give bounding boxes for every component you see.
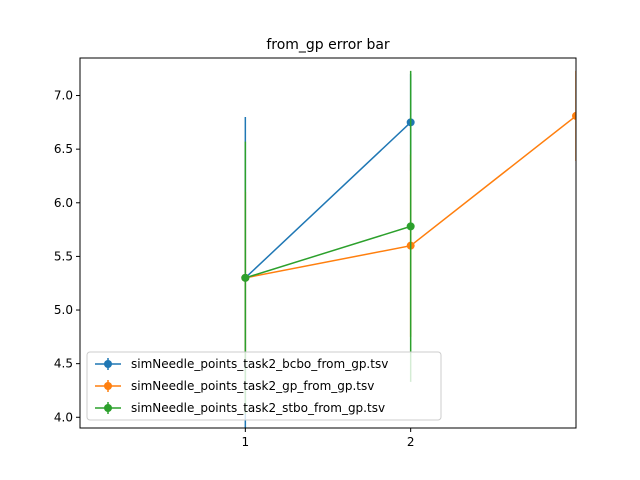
x-tick-label: 2	[407, 435, 415, 449]
data-point	[572, 111, 576, 120]
legend-item-3: simNeedle_points_task2_stbo_from_gp.tsv	[95, 401, 385, 415]
series-line	[245, 225, 411, 279]
y-tick-label: 7.0	[54, 89, 73, 103]
data-point	[241, 273, 250, 282]
legend-item-1: simNeedle_points_task2_bcbo_from_gp.tsv	[95, 357, 388, 371]
y-tick-label: 4.5	[54, 357, 73, 371]
legend-label: simNeedle_points_task2_stbo_from_gp.tsv	[131, 401, 385, 415]
legend-label: simNeedle_points_task2_bcbo_from_gp.tsv	[131, 357, 388, 371]
y-tick-label: 5.0	[54, 303, 73, 317]
legend: simNeedle_points_task2_bcbo_from_gp.tsvs…	[86, 351, 442, 421]
plot-frame	[79, 57, 577, 429]
legend-marker	[104, 404, 112, 412]
legend-marker	[104, 360, 112, 368]
legend-box	[86, 351, 442, 421]
legend-label: simNeedle_points_task2_gp_from_gp.tsv	[131, 379, 374, 393]
axes-ticks: 1 2 4.0 4.5 5.0 5.5 6.0 6.5 7.0	[54, 89, 415, 449]
y-tick-label: 5.5	[54, 249, 73, 263]
data-point	[406, 222, 415, 231]
series-line	[244, 121, 412, 279]
y-tick-label: 6.5	[54, 142, 73, 156]
y-tick-label: 6.0	[54, 196, 73, 210]
legend-item-2: simNeedle_points_task2_gp_from_gp.tsv	[95, 379, 374, 393]
chart-title: from_gp error bar	[266, 37, 390, 53]
legend-marker	[104, 382, 112, 390]
x-tick-label: 1	[242, 435, 250, 449]
y-tick-label: 4.0	[54, 410, 73, 424]
